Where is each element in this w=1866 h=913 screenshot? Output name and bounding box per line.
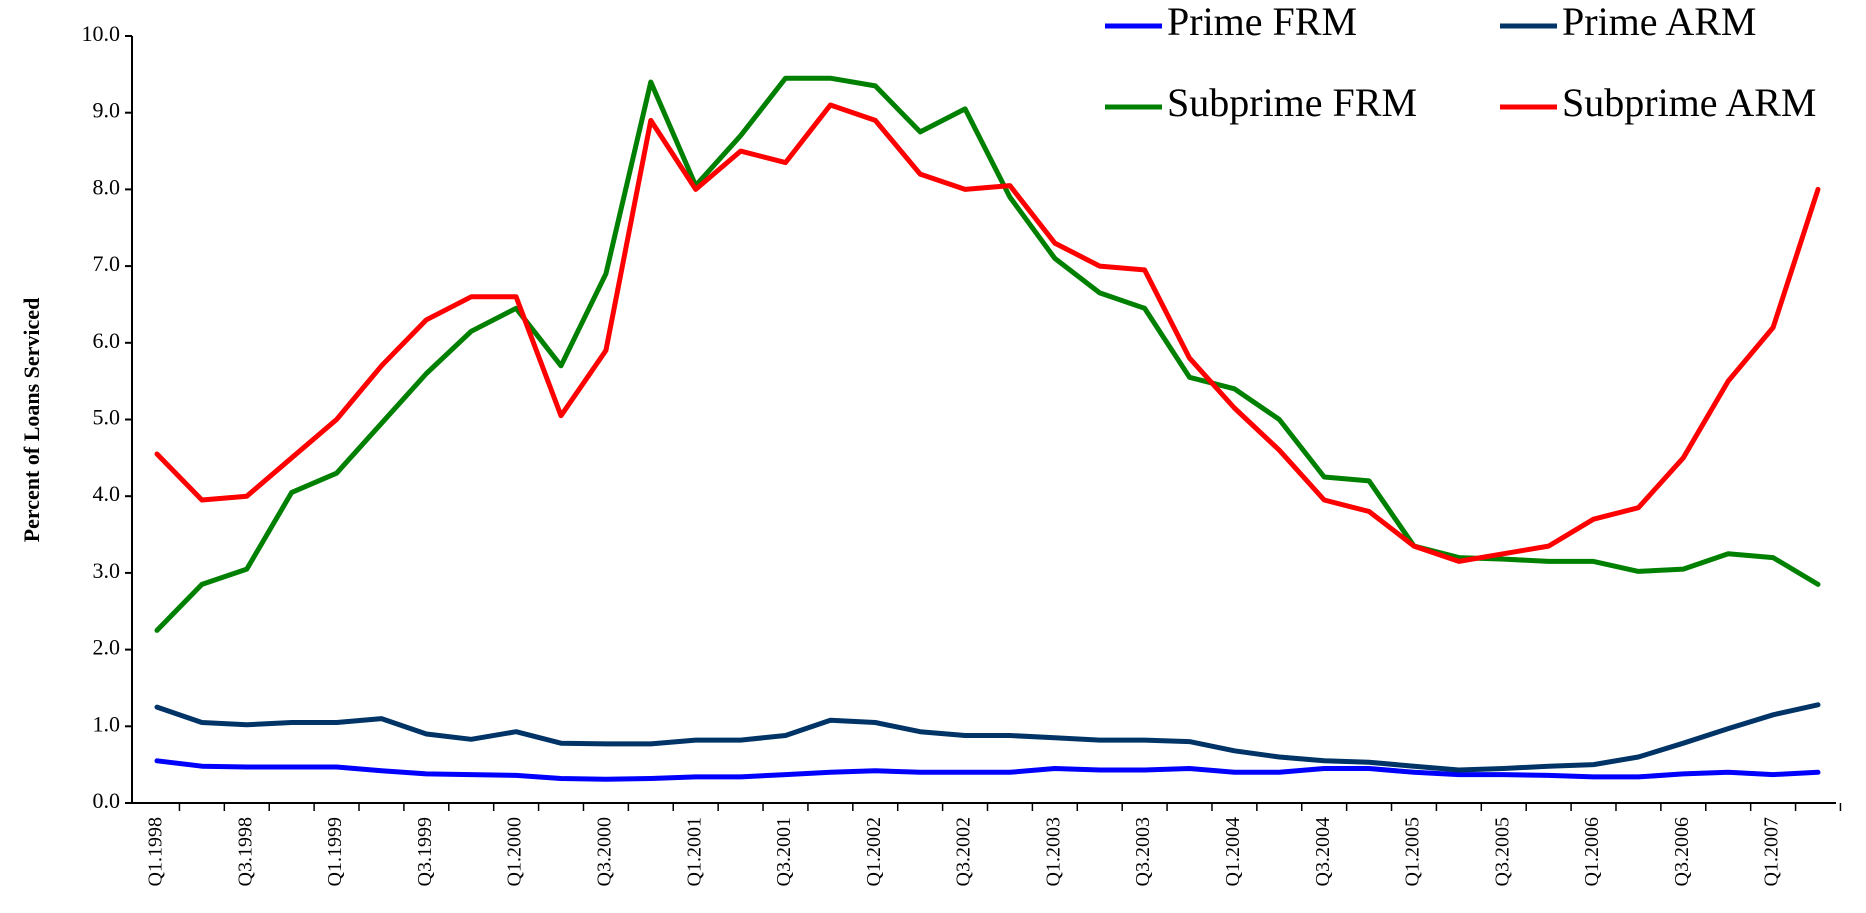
legend-label: Prime ARM xyxy=(1562,0,1756,44)
y-tick-label: 7.0 xyxy=(93,251,121,276)
x-tick-label: Q3.1999 xyxy=(414,817,436,886)
x-tick-label: Q3.2006 xyxy=(1671,817,1693,886)
x-tick-label: Q1.2005 xyxy=(1402,817,1424,886)
x-tick-label: Q1.2003 xyxy=(1042,817,1064,886)
x-tick-label: Q3.2002 xyxy=(953,817,975,886)
y-tick-label: 0.0 xyxy=(93,788,121,813)
y-axis-label: Percent of Loans Serviced xyxy=(19,298,44,543)
series-line xyxy=(154,758,1821,782)
x-tick-label: Q1.2007 xyxy=(1761,817,1783,886)
x-tick-label: Q1.1999 xyxy=(324,817,346,886)
y-tick-label: 9.0 xyxy=(93,98,121,123)
x-tick-label: Q3.1998 xyxy=(234,817,256,886)
y-tick-label: 6.0 xyxy=(93,328,121,353)
x-tick-label: Q1.2001 xyxy=(683,817,705,886)
legend-label: Subprime ARM xyxy=(1562,80,1816,125)
x-tick-label: Q1.2004 xyxy=(1222,817,1244,886)
x-tick-label: Q1.2000 xyxy=(504,817,526,886)
x-tick-label: Q3.2003 xyxy=(1132,817,1154,886)
y-tick-label: 2.0 xyxy=(93,635,121,660)
legend-label: Prime FRM xyxy=(1167,0,1357,44)
legend-label: Subprime FRM xyxy=(1167,80,1417,125)
y-tick-label: 8.0 xyxy=(93,174,121,199)
x-tick-label: Q1.2002 xyxy=(863,817,885,886)
series-line xyxy=(154,75,1821,633)
x-tick-label: Q3.2000 xyxy=(594,817,616,886)
x-tick-label: Q3.2004 xyxy=(1312,817,1334,886)
series-line xyxy=(154,702,1821,773)
x-tick-label: Q3.2001 xyxy=(773,817,795,886)
y-tick-label: 10.0 xyxy=(82,21,121,46)
x-tick-label: Q3.2005 xyxy=(1491,817,1513,886)
y-tick-label: 5.0 xyxy=(93,405,121,430)
y-tick-label: 4.0 xyxy=(93,481,121,506)
y-tick-label: 3.0 xyxy=(93,558,121,583)
x-tick-label: Q1.1998 xyxy=(145,817,167,886)
series-line xyxy=(154,102,1821,564)
x-tick-label: Q1.2006 xyxy=(1581,817,1603,886)
y-tick-label: 1.0 xyxy=(93,711,121,736)
